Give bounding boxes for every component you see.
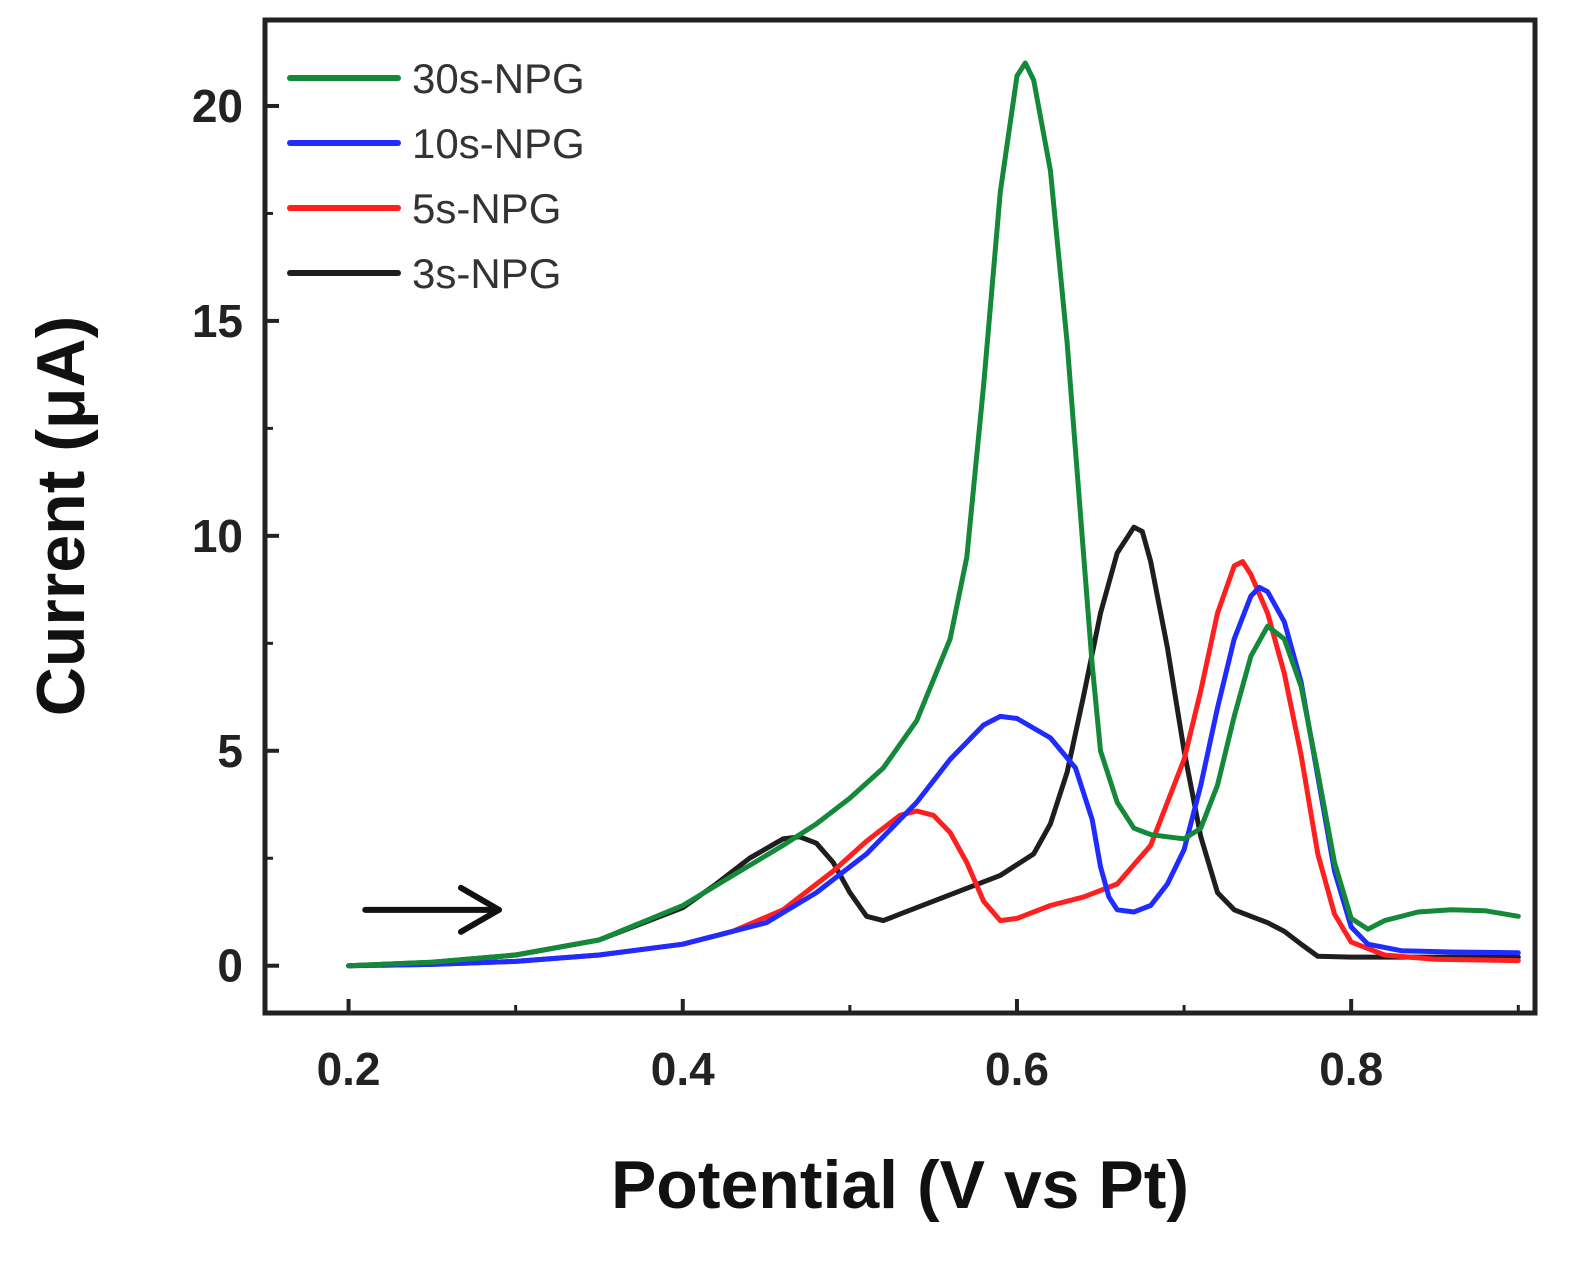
annotation-layer (362, 884, 502, 935)
y-tick-label: 5 (217, 725, 243, 777)
series-line-3s-npg (346, 524, 1521, 969)
series-line-5s-npg (346, 559, 1521, 969)
x-axis-title: Potential (V vs Pt) (611, 1147, 1189, 1223)
x-tick-label: 0.6 (985, 1043, 1049, 1095)
series-line-30s-npg (346, 60, 1521, 969)
legend-label-10s-npg: 10s-NPG (412, 120, 585, 167)
y-tick-label: 10 (192, 510, 243, 562)
x-tick-label: 0.8 (1319, 1043, 1383, 1095)
tick-layer: 0.2 0.4 0.6 0.8 0 5 10 15 20 (192, 80, 1520, 1095)
y-tick-label: 20 (192, 80, 243, 132)
legend-label-3s-npg: 3s-NPG (412, 250, 561, 297)
x-tick-label: 0.2 (317, 1043, 381, 1095)
legend-label-5s-npg: 5s-NPG (412, 185, 561, 232)
legend-label-30s-npg: 30s-NPG (412, 55, 585, 102)
series-layer (346, 60, 1521, 969)
y-tick-label: 0 (217, 940, 243, 992)
legend: 30s-NPG 10s-NPG 5s-NPG 3s-NPG (287, 55, 585, 297)
series-line-10s-npg (346, 584, 1521, 969)
x-tick-label: 0.4 (651, 1043, 715, 1095)
arrow-head (457, 884, 502, 935)
plot-frame (262, 17, 1538, 1016)
y-axis-title: Current (μA) (23, 316, 99, 716)
y-tick-label: 15 (192, 295, 243, 347)
